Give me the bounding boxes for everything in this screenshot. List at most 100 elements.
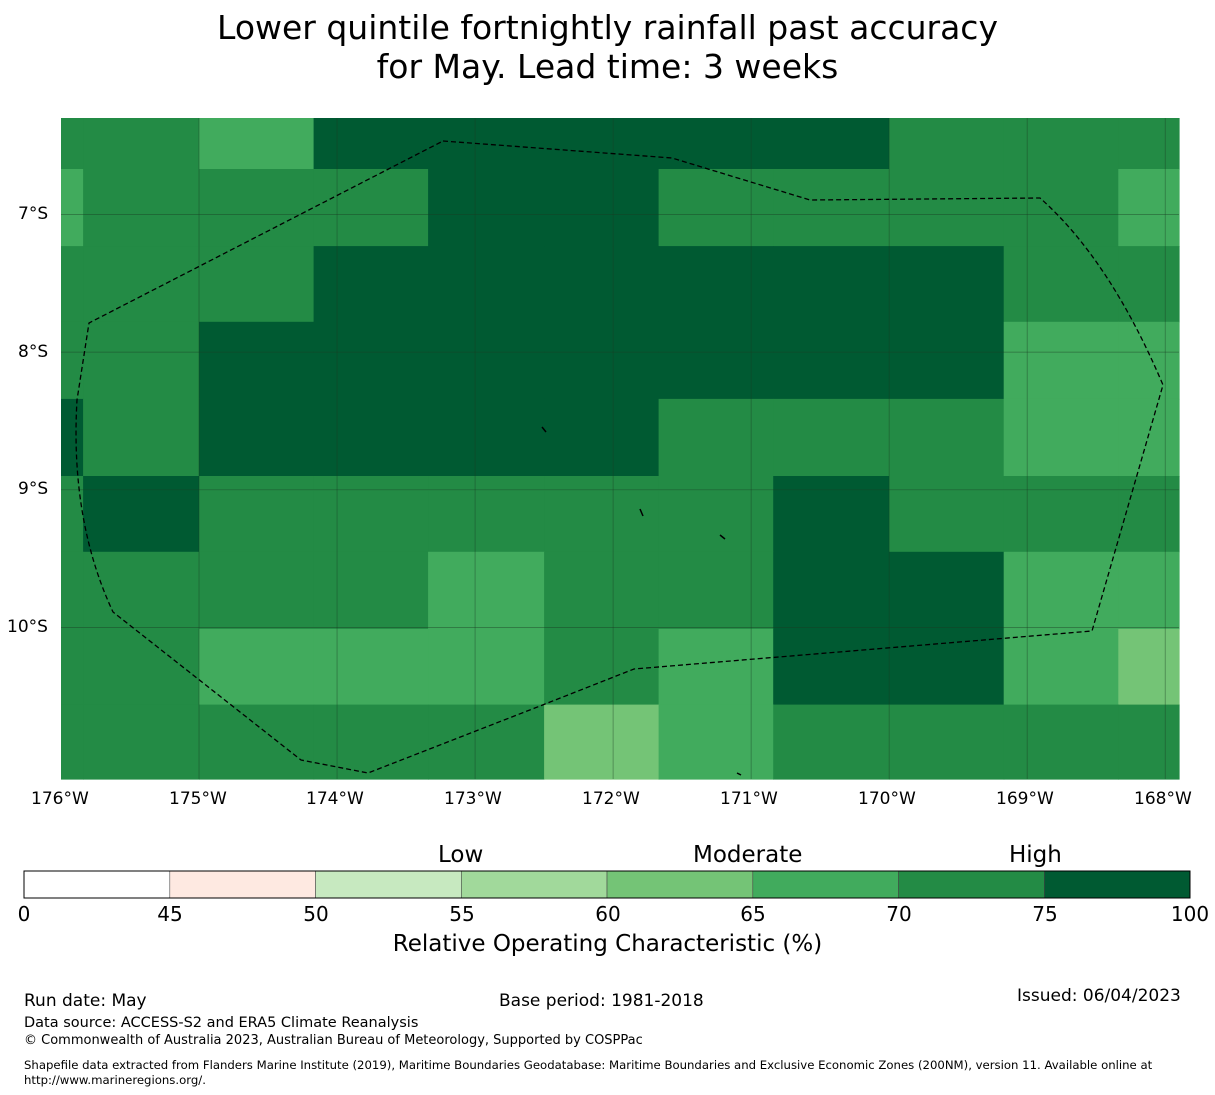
map-gridlines	[61, 118, 1179, 779]
map-title-line1: Lower quintile fortnightly rainfall past…	[217, 8, 998, 47]
roc-cell	[1003, 246, 1119, 323]
island-marks	[541, 426, 742, 776]
roc-cell	[658, 628, 774, 706]
base-period: Base period: 1981-2018	[499, 991, 704, 1011]
roc-cell	[544, 551, 660, 630]
roc-cell	[61, 628, 84, 706]
roc-cell	[773, 704, 890, 780]
roc-cell	[199, 704, 315, 780]
roc-cell	[199, 169, 315, 247]
data-source: Data source: ACCESS-S2 and ERA5 Climate …	[24, 1015, 419, 1031]
roc-cell	[83, 628, 200, 706]
shapefile-credit-line2: http://www.marineregions.org/.	[24, 1073, 206, 1087]
roc-grid-cells	[61, 118, 1180, 780]
roc-cell	[1118, 551, 1180, 630]
lon-tick-173w: 173°W	[444, 789, 502, 809]
roc-cell	[889, 628, 1005, 706]
colorbar-tick: 100	[1170, 902, 1210, 926]
roc-cell	[83, 321, 200, 400]
lon-tick-171w: 171°W	[720, 789, 778, 809]
roc-cell	[83, 551, 200, 630]
roc-cell	[1003, 704, 1119, 780]
roc-cell	[83, 246, 200, 323]
roc-cell	[1118, 476, 1180, 553]
island-mark	[541, 426, 547, 433]
colorbar-tick: 45	[157, 902, 183, 926]
lat-tick-8s: 8°S	[18, 342, 49, 362]
roc-cell	[658, 246, 774, 323]
roc-cell	[658, 398, 774, 477]
roc-cell	[199, 476, 315, 553]
roc-cell	[773, 476, 890, 553]
roc-cell	[544, 169, 660, 247]
colorbar-tick: 75	[1032, 902, 1058, 926]
map-title-line2: for May. Lead time: 3 weeks	[376, 47, 839, 86]
colorbar-segment	[1044, 870, 1191, 899]
roc-cell	[1003, 321, 1119, 400]
lon-tick-168w: 168°W	[1134, 789, 1192, 809]
roc-cell	[199, 246, 315, 323]
roc-cell	[199, 118, 315, 170]
roc-cell	[889, 551, 1005, 630]
roc-cell	[889, 704, 1005, 780]
roc-cell	[544, 628, 660, 706]
roc-cell	[83, 704, 200, 780]
colorbar-category-low: Low	[438, 842, 484, 868]
roc-cell	[61, 398, 84, 477]
roc-cell	[1118, 398, 1180, 477]
roc-cell	[61, 118, 84, 170]
roc-cell	[428, 169, 545, 247]
roc-cell	[544, 398, 660, 477]
roc-cell	[1003, 118, 1119, 170]
roc-cell	[61, 704, 84, 780]
roc-cell	[313, 551, 429, 630]
roc-cell	[1118, 169, 1180, 247]
roc-cell	[313, 246, 429, 323]
lat-tick-7s: 7°S	[18, 204, 49, 224]
roc-cell	[428, 628, 545, 706]
island-mark	[639, 508, 644, 517]
roc-cell	[61, 551, 84, 630]
roc-cell	[773, 628, 890, 706]
roc-cell	[1118, 118, 1180, 170]
roc-cell	[1003, 628, 1119, 706]
roc-cell	[773, 118, 890, 170]
map-canvas	[23, 118, 1191, 899]
island-mark	[719, 534, 726, 540]
roc-cell	[313, 476, 429, 553]
roc-cell	[313, 704, 429, 780]
colorbar-segment	[23, 870, 171, 899]
roc-cell	[83, 476, 200, 553]
roc-cell	[83, 118, 200, 170]
roc-cell	[61, 321, 84, 400]
roc-cell	[1118, 628, 1180, 706]
colorbar-axis-label: Relative Operating Characteristic (%)	[392, 931, 823, 957]
colorbar-segment	[606, 870, 754, 899]
colorbar-tick: 60	[595, 902, 621, 926]
colorbar-category-moderate: Moderate	[693, 842, 803, 868]
colorbar-segment	[898, 870, 1045, 899]
roc-cell	[1003, 551, 1119, 630]
roc-cell	[889, 476, 1005, 553]
roc-cell	[773, 321, 890, 400]
roc-cell	[199, 551, 315, 630]
roc-cell	[889, 118, 1005, 170]
roc-cell	[313, 169, 429, 247]
roc-cell	[889, 169, 1005, 247]
colorbar-category-high: High	[1009, 842, 1062, 868]
lon-tick-176w: 176°W	[31, 789, 89, 809]
roc-cell	[544, 321, 660, 400]
roc-cell	[544, 118, 660, 170]
roc-cell	[889, 246, 1005, 323]
colorbar-tick: 55	[449, 902, 475, 926]
copyright: © Commonwealth of Australia 2023, Austra…	[24, 1033, 643, 1048]
roc-cell	[61, 169, 84, 247]
lat-tick-9s: 9°S	[18, 479, 49, 499]
colorbar-tick: 65	[740, 902, 766, 926]
lat-tick-10s: 10°S	[7, 617, 48, 637]
roc-cell	[1003, 169, 1119, 247]
roc-cell	[658, 169, 774, 247]
roc-cell	[428, 246, 545, 323]
lon-tick-172w: 172°W	[582, 789, 640, 809]
shapefile-credit-line1: Shapefile data extracted from Flanders M…	[24, 1058, 1153, 1072]
